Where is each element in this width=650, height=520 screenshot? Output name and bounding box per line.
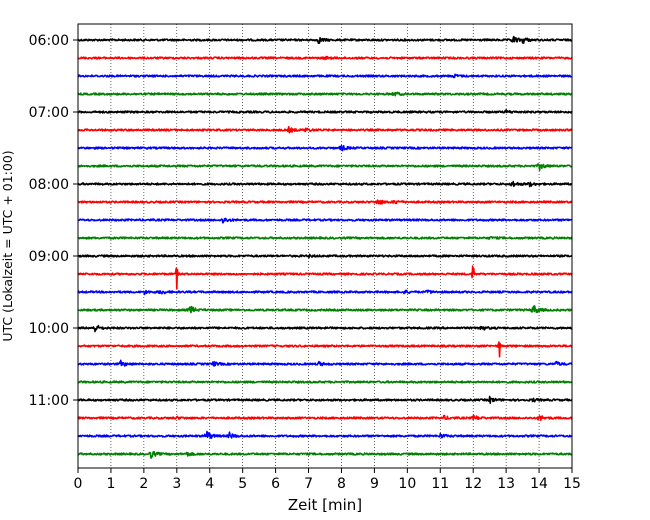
- trace-line: [77, 380, 573, 384]
- trace-line: [77, 91, 573, 97]
- x-tick-label: 14: [530, 476, 548, 492]
- y-tick-label: 11:00: [29, 393, 69, 409]
- trace-line: [77, 341, 573, 358]
- x-axis-label: Zeit [min]: [288, 496, 362, 514]
- y-tick-label: 09:00: [29, 249, 69, 265]
- x-tick-label: 1: [106, 476, 115, 492]
- y-axis-label: UTC (Lokalzeit = UTC + 01:00): [0, 150, 15, 341]
- trace-line: [77, 324, 573, 333]
- trace-line: [77, 55, 573, 61]
- seismic-traces: [77, 35, 573, 459]
- y-tick-label: 07:00: [29, 105, 69, 121]
- x-tick-label: 4: [205, 476, 214, 492]
- trace-line: [77, 359, 573, 367]
- trace-line: [77, 305, 573, 314]
- x-tick-label: 10: [398, 476, 416, 492]
- trace-line: [77, 163, 573, 172]
- x-tick-label: 12: [464, 476, 482, 492]
- plot-frame: [77, 23, 573, 469]
- vertical-grid: [110, 24, 540, 468]
- x-tick-label: 15: [563, 476, 581, 492]
- y-axis-ticks: 06:00 07:00 08:00 09:00 10:00 11:00: [29, 33, 78, 409]
- trace-line: [77, 395, 573, 405]
- x-tick-label: 5: [238, 476, 247, 492]
- y-tick-label: 08:00: [29, 177, 69, 193]
- x-tick-label: 3: [172, 476, 181, 492]
- trace-line: [77, 430, 573, 439]
- x-axis-ticks: 0 1 2 3 4 5 6 7 8 9 10 11 12 13 14 15: [74, 468, 581, 492]
- trace-line: [77, 289, 573, 296]
- trace-line: [77, 108, 573, 114]
- trace-line: [77, 180, 573, 188]
- x-tick-label: 8: [337, 476, 346, 492]
- trace-line: [77, 125, 573, 134]
- trace-line: [77, 414, 573, 421]
- x-tick-label: 6: [271, 476, 280, 492]
- trace-line: [77, 253, 573, 259]
- x-tick-label: 9: [370, 476, 379, 492]
- trace-line: [77, 199, 573, 205]
- trace-line: [77, 450, 573, 459]
- x-tick-label: 0: [74, 476, 83, 492]
- trace-line: [77, 35, 573, 45]
- y-tick-label: 06:00: [29, 33, 69, 49]
- y-tick-label: 10:00: [29, 321, 69, 337]
- trace-line: [77, 235, 573, 240]
- x-tick-label: 2: [139, 476, 148, 492]
- x-tick-label: 7: [304, 476, 313, 492]
- x-tick-label: 13: [497, 476, 515, 492]
- x-tick-label: 11: [431, 476, 449, 492]
- trace-line: [77, 265, 573, 290]
- trace-line: [77, 73, 573, 79]
- trace-line: [77, 144, 573, 152]
- trace-line: [77, 217, 573, 224]
